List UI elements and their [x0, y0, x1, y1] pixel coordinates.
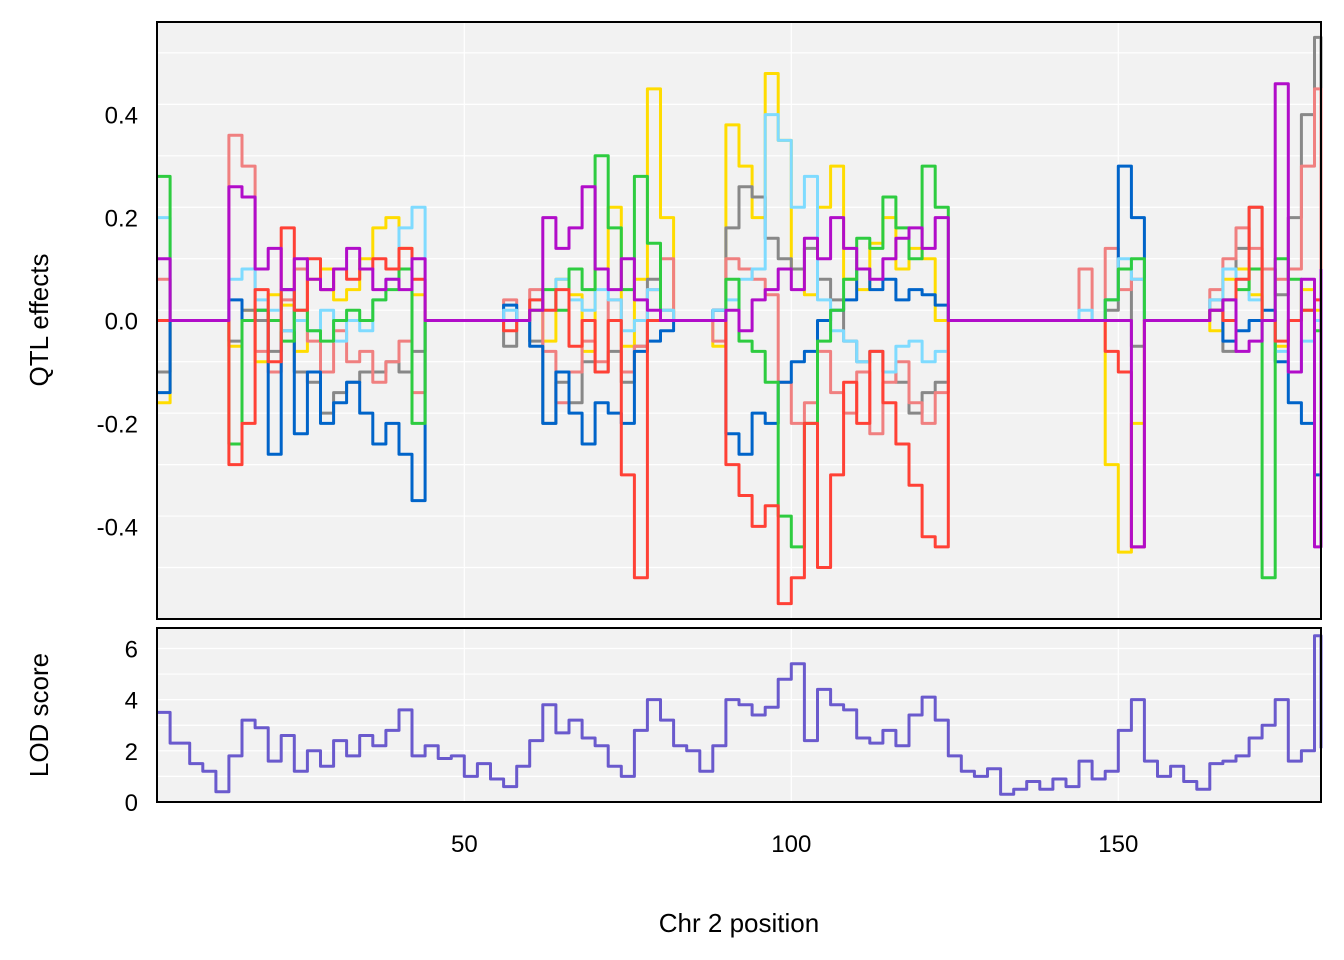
lod-y-axis-label: LOD score — [24, 653, 54, 777]
effects-y-axis-label: QTL effects — [24, 254, 54, 387]
lod-panel-frame — [156, 627, 1322, 803]
lod-y-tick-label: 0 — [125, 790, 138, 817]
effects-y-tick-label: 0.2 — [105, 206, 138, 233]
effects-y-tick-labels: -0.4 -0.2 0.0 0.2 0.4 — [97, 103, 138, 542]
x-tick-label: 100 — [771, 831, 811, 858]
lod-series-line-0 — [157, 634, 1323, 796]
lod-panel-background — [157, 628, 1321, 802]
effects-panel-frame — [156, 21, 1322, 620]
lod-y-tick-label: 6 — [125, 636, 138, 663]
x-tick-label: 150 — [1098, 831, 1138, 858]
x-axis-label: Chr 2 position — [659, 908, 819, 938]
effects-series-line-5 — [157, 154, 1323, 580]
effects-series-group — [157, 35, 1323, 606]
effects-series-line-3 — [157, 164, 1323, 503]
lod-series-group — [157, 634, 1323, 796]
lod-panel: 0 2 4 6 50 100 150 LOD score Chr 2 position — [24, 627, 1323, 938]
effects-y-tick-label: -0.2 — [97, 411, 138, 438]
lod-y-tick-labels: 0 2 4 6 — [125, 636, 138, 817]
effects-panel: -0.4 -0.2 0.0 0.2 0.4 QTL effects — [24, 21, 1323, 620]
lod-y-tick-label: 4 — [125, 688, 138, 715]
x-tick-label: 50 — [451, 831, 478, 858]
lod-y-tick-label: 2 — [125, 739, 138, 766]
effects-y-tick-label: -0.4 — [97, 514, 138, 541]
effects-y-tick-label: 0.4 — [105, 103, 138, 130]
x-tick-labels: 50 100 150 — [451, 831, 1138, 858]
effects-y-tick-label: 0.0 — [105, 309, 138, 336]
effects-series-line-7 — [157, 82, 1323, 549]
